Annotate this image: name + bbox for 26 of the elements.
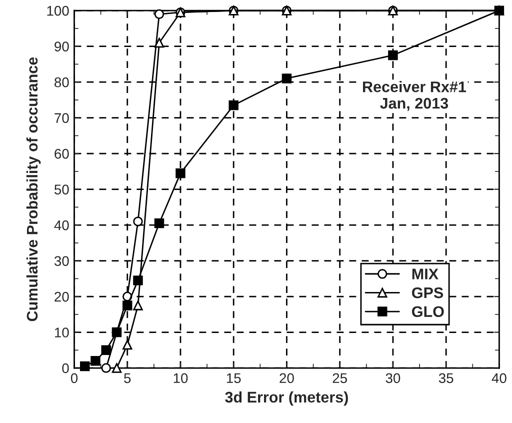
legend-label: GPS — [412, 287, 444, 298]
x-tick-label: 35 — [438, 373, 454, 384]
x-tick-label: 10 — [174, 373, 188, 384]
x-axis-title: 3d Error (meters) — [225, 391, 348, 406]
y-tick-label: 20 — [54, 292, 69, 302]
y-tick-label: 90 — [54, 42, 69, 52]
y-tick-label: 100 — [47, 6, 69, 16]
y-tick-label: 0 — [62, 363, 69, 374]
y-tick-label: 40 — [54, 220, 69, 230]
annotation: Receiver Rx#1 Jan, 2013 — [362, 81, 466, 111]
x-tick-label: 40 — [492, 373, 506, 384]
x-tick-label: 20 — [280, 373, 294, 384]
y-tick-label: 50 — [54, 184, 69, 194]
x-tick-label: 30 — [386, 373, 400, 384]
x-tick-label: 5 — [124, 373, 131, 384]
y-tick-label: 80 — [54, 77, 69, 88]
x-tick-label: 25 — [332, 373, 347, 384]
y-tick-label: 30 — [54, 256, 69, 266]
x-tick-label: 15 — [226, 373, 241, 384]
y-tick-label: 60 — [54, 148, 69, 159]
y-tick-label: 70 — [54, 113, 69, 123]
legend-label: MIX — [412, 268, 438, 280]
x-tick-label: 0 — [70, 373, 78, 384]
y-tick-label: 10 — [54, 328, 69, 338]
y-axis-title: Cumulative Probability of occurance — [26, 57, 41, 322]
legend-label: GLO — [412, 306, 444, 318]
